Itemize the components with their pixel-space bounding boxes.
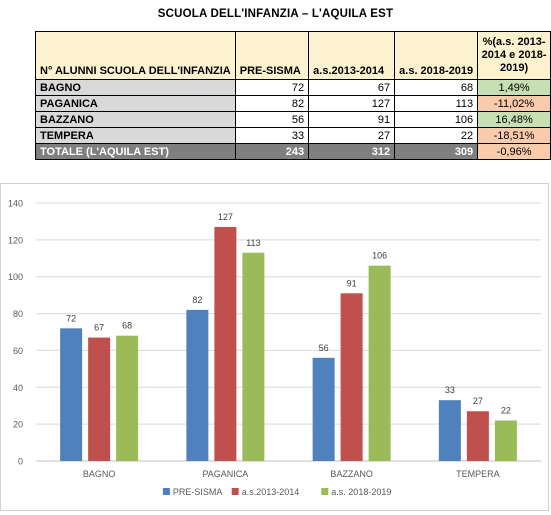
x-tick-label: BAGNO xyxy=(83,469,116,479)
y-tick-label: 100 xyxy=(8,272,23,282)
cell-pre-sisma: 72 xyxy=(234,79,310,96)
header-as-2018-2019: a.s. 2018-2019 xyxy=(394,31,479,80)
bar xyxy=(88,337,111,461)
y-tick-label: 140 xyxy=(8,199,23,209)
data-label: 106 xyxy=(372,251,387,261)
y-tick-label: 0 xyxy=(18,457,23,467)
data-label: 67 xyxy=(94,323,104,333)
cell-as-2013-2014: 127 xyxy=(308,95,396,112)
legend-swatch xyxy=(321,488,329,495)
row-name: TEMPERA xyxy=(35,127,236,144)
legend-label: a.s. 2018-2019 xyxy=(331,487,391,497)
cell-as-2013-2014: 27 xyxy=(308,127,396,144)
table-row: PAGANICA 82 127 113 -11,02% xyxy=(35,95,551,112)
table-header-row: N° ALUNNI SCUOLA DELL'INFANZIA PRE-SISMA… xyxy=(35,31,551,80)
data-label: 127 xyxy=(218,212,233,222)
row-name: PAGANICA xyxy=(35,95,236,112)
y-tick-label: 80 xyxy=(13,309,23,319)
data-label: 22 xyxy=(501,405,511,415)
row-name: BAZZANO xyxy=(35,111,236,128)
y-tick-label: 60 xyxy=(13,346,23,356)
cell-as-2013-2014: 67 xyxy=(308,79,396,96)
bar xyxy=(466,411,489,461)
table-row: TEMPERA 33 27 22 -18,51% xyxy=(35,127,551,144)
bar xyxy=(368,265,391,461)
cell-pre-sisma: 56 xyxy=(234,111,310,128)
cell-as-2013-2014: 91 xyxy=(308,111,396,128)
y-tick-label: 40 xyxy=(13,383,23,393)
cell-percent-change: -18,51% xyxy=(477,127,551,144)
header-pre-sisma: PRE-SISMA xyxy=(234,31,310,80)
bar xyxy=(494,420,517,461)
header-as-2013-2014: a.s.2013-2014 xyxy=(308,31,396,80)
legend-swatch xyxy=(162,488,170,495)
enrollment-table: N° ALUNNI SCUOLA DELL'INFANZIA PRE-SISMA… xyxy=(35,31,551,160)
bar xyxy=(242,252,265,461)
total-name: TOTALE (L'AQUILA EST) xyxy=(35,143,236,160)
cell-as-2018-2019: 22 xyxy=(394,127,479,144)
x-tick-label: TEMPERA xyxy=(456,469,500,479)
bar-chart: 0 20 40 60 80 100 120 140 72 67 68 BAGNO 82 127 113 PAG… xyxy=(8,199,541,497)
y-tick-label: 120 xyxy=(8,235,23,245)
data-label: 72 xyxy=(66,313,76,323)
total-pre-sisma: 243 xyxy=(234,143,310,160)
bar xyxy=(214,226,237,461)
header-label: N° ALUNNI SCUOLA DELL'INFANZIA xyxy=(35,31,236,80)
cell-as-2018-2019: 113 xyxy=(394,95,479,112)
cell-as-2018-2019: 68 xyxy=(394,79,479,96)
legend-label: PRE-SISMA xyxy=(173,487,223,497)
total-as-2018-2019: 309 xyxy=(394,143,479,160)
total-as-2013-2014: 312 xyxy=(308,143,396,160)
data-label: 33 xyxy=(445,385,455,395)
data-label: 56 xyxy=(319,343,329,353)
cell-pre-sisma: 33 xyxy=(234,127,310,144)
bar xyxy=(116,335,139,461)
cell-percent-change: -11,02% xyxy=(477,95,551,112)
x-tick-label: BAZZANO xyxy=(330,469,373,479)
bar-chart-frame: 0 20 40 60 80 100 120 140 72 67 68 BAGNO 82 127 113 PAG… xyxy=(0,183,549,511)
bar xyxy=(60,328,83,461)
cell-percent-change: 16,48% xyxy=(477,111,551,128)
total-percent-change: -0,96% xyxy=(477,143,551,160)
y-tick-label: 20 xyxy=(13,420,23,430)
table-row: BAGNO 72 67 68 1,49% xyxy=(35,79,551,96)
data-label: 68 xyxy=(122,321,132,331)
cell-pre-sisma: 82 xyxy=(234,95,310,112)
cell-as-2018-2019: 106 xyxy=(394,111,479,128)
data-label: 91 xyxy=(347,278,357,288)
bar xyxy=(186,309,209,461)
row-name: BAGNO xyxy=(35,79,236,96)
bar xyxy=(312,357,335,461)
header-percent-change: %(a.s. 2013-2014 e 2018-2019) xyxy=(477,31,551,80)
bar xyxy=(438,400,461,461)
legend-swatch xyxy=(231,488,239,495)
table-row: BAZZANO 56 91 106 16,48% xyxy=(35,111,551,128)
table-total-row: TOTALE (L'AQUILA EST) 243 312 309 -0,96% xyxy=(35,143,551,160)
data-label: 113 xyxy=(246,238,260,248)
data-label: 82 xyxy=(192,295,202,305)
legend-label: a.s.2013-2014 xyxy=(242,487,300,497)
bar xyxy=(340,293,363,461)
page-title: SCUOLA DELL'INFANZIA – L'AQUILA EST xyxy=(157,8,394,20)
cell-percent-change: 1,49% xyxy=(477,79,551,96)
x-tick-label: PAGANICA xyxy=(202,469,248,479)
data-label: 27 xyxy=(473,396,483,406)
